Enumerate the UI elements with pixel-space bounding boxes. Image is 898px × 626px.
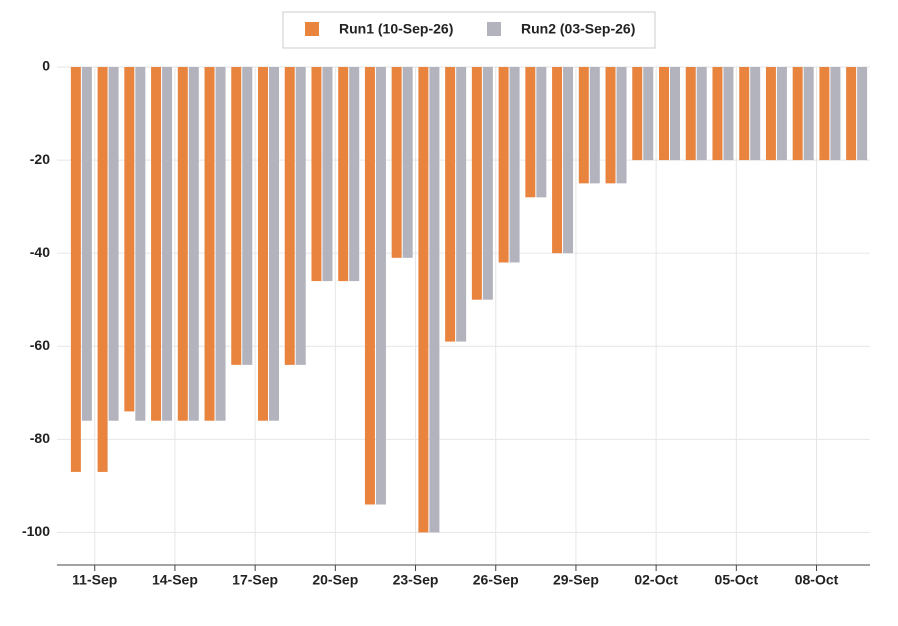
bar (670, 67, 680, 161)
bar (605, 67, 616, 184)
y-tick-label: -60 (30, 337, 50, 353)
bar (429, 67, 440, 533)
bar (402, 67, 413, 258)
bar (578, 67, 589, 184)
bar (589, 67, 600, 184)
x-tick-label: 17-Sep (232, 572, 278, 588)
bar (391, 67, 402, 258)
bar (819, 67, 830, 161)
bar (456, 67, 467, 342)
x-tick-label: 11-Sep (72, 572, 117, 588)
x-tick-label: 08-Oct (795, 572, 839, 588)
legend-box (282, 11, 656, 49)
bar (108, 67, 119, 421)
legend-swatch (487, 22, 501, 36)
y-tick-label: -20 (30, 151, 50, 167)
bar (792, 67, 803, 161)
bar (525, 67, 536, 198)
bar (70, 67, 81, 472)
bar (124, 67, 135, 412)
bar (471, 67, 482, 300)
bar (135, 67, 146, 421)
bar (338, 67, 349, 282)
bar (215, 67, 226, 421)
bar (177, 67, 188, 421)
x-tick-label: 20-Sep (312, 572, 358, 588)
bar (696, 67, 707, 161)
y-tick-label: 0 (42, 58, 50, 74)
bar (830, 67, 841, 161)
bar (552, 67, 563, 254)
legend-label: Run2 (03-Sep-26) (521, 21, 635, 37)
bar (269, 67, 279, 421)
bar (643, 67, 654, 161)
bar (750, 67, 761, 161)
legend-swatch (305, 22, 319, 36)
legend-label: Run1 (10-Sep-26) (339, 21, 453, 37)
bar (685, 67, 696, 161)
bar (349, 67, 360, 282)
bar (616, 67, 627, 184)
bar (498, 67, 509, 263)
bar (803, 67, 814, 161)
bar (846, 67, 857, 161)
bar (445, 67, 456, 342)
bar (632, 67, 643, 161)
bar (776, 67, 787, 161)
bar (231, 67, 242, 365)
bar (723, 67, 734, 161)
bar (204, 67, 215, 421)
x-tick-label: 26-Sep (473, 572, 519, 588)
bar (162, 67, 173, 421)
bar (739, 67, 750, 161)
bar (536, 67, 547, 198)
bar (311, 67, 322, 282)
bar (375, 67, 386, 505)
bar (258, 67, 268, 421)
bar (284, 67, 295, 365)
bar (563, 67, 574, 254)
bar (509, 67, 520, 263)
y-tick-label: -100 (22, 523, 50, 539)
bar (418, 67, 429, 533)
bar (295, 67, 306, 365)
y-tick-label: -40 (30, 244, 50, 260)
bar (322, 67, 333, 282)
y-tick-label: -80 (30, 430, 50, 446)
bar (188, 67, 199, 421)
bar (364, 67, 375, 505)
bar (857, 67, 868, 161)
x-tick-label: 05-Oct (715, 572, 759, 588)
x-tick-label: 29-Sep (553, 572, 599, 588)
bar (659, 67, 669, 161)
bar (712, 67, 723, 161)
x-tick-label: 02-Oct (634, 572, 678, 588)
bar (151, 67, 162, 421)
bar (81, 67, 92, 421)
bar (482, 67, 493, 300)
x-tick-label: 23-Sep (393, 572, 439, 588)
bar (97, 67, 108, 472)
x-tick-label: 14-Sep (152, 572, 198, 588)
bar (242, 67, 253, 365)
bar (765, 67, 776, 161)
